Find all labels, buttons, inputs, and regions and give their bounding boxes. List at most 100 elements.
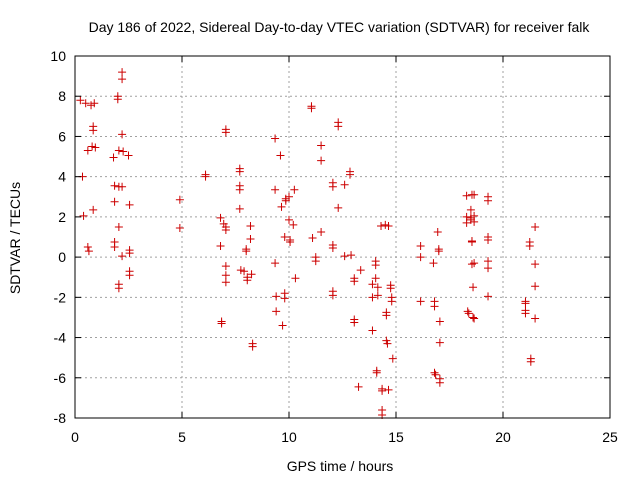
data-point — [235, 167, 244, 176]
data-point — [484, 292, 493, 301]
grid-lines — [75, 56, 610, 418]
data-point — [467, 238, 476, 247]
y-tick-label: -2 — [54, 289, 67, 305]
plot-frame — [74, 55, 611, 419]
data-point — [467, 260, 476, 269]
data-point — [435, 338, 444, 347]
data-point — [110, 181, 119, 190]
chart-title: Day 186 of 2022, Sidereal Day-to-day VTE… — [89, 19, 591, 35]
data-point — [76, 96, 85, 105]
data-point — [280, 233, 289, 241]
data-point — [109, 153, 118, 162]
data-point — [289, 220, 298, 229]
data-point — [377, 221, 386, 230]
data-point — [276, 151, 285, 160]
data-point — [221, 262, 230, 271]
data-point — [175, 223, 184, 232]
data-point — [119, 147, 128, 156]
data-point — [285, 215, 293, 224]
y-axis-label: SDTVAR / TECUs — [7, 182, 23, 294]
data-point — [118, 252, 127, 261]
data-point — [340, 180, 349, 189]
y-axis-ticks: -8 -6 -4 -2 0 2 4 6 8 10 — [50, 48, 610, 426]
data-point — [125, 249, 134, 258]
data-point — [317, 227, 326, 236]
data-point — [387, 297, 396, 306]
data-point — [114, 222, 123, 231]
data-point — [235, 204, 244, 213]
data-point — [246, 235, 255, 244]
data-point — [484, 196, 493, 205]
data-point — [469, 283, 478, 292]
x-tick-label: 25 — [602, 429, 618, 445]
data-point — [470, 314, 479, 323]
data-point — [334, 122, 343, 131]
data-point — [317, 156, 326, 165]
data-point — [368, 326, 377, 335]
data-point — [118, 68, 127, 77]
data-point — [484, 264, 493, 273]
data-point — [470, 217, 479, 226]
data-point — [469, 313, 478, 322]
data-point — [88, 142, 97, 151]
data-point — [271, 259, 280, 268]
x-tick-label: 20 — [495, 429, 511, 445]
data-point — [285, 192, 293, 201]
data-point — [278, 321, 287, 330]
data-point — [484, 236, 493, 245]
y-tick-label: 4 — [58, 169, 66, 185]
data-point — [356, 266, 365, 275]
data-point — [125, 271, 134, 280]
data-point — [246, 221, 255, 230]
data-point — [271, 134, 280, 143]
data-point — [242, 247, 251, 256]
data-point — [286, 238, 295, 247]
data-point — [531, 282, 540, 291]
x-tick-label: 10 — [281, 429, 297, 445]
x-tick-label: 15 — [388, 429, 404, 445]
data-point — [311, 257, 320, 266]
data-point — [416, 297, 425, 306]
data-point — [247, 270, 256, 279]
data-point — [240, 267, 249, 276]
data-point — [271, 185, 280, 194]
data-point — [89, 126, 98, 135]
data-point — [462, 218, 471, 227]
y-tick-label: -8 — [54, 410, 67, 426]
data-point — [248, 342, 257, 351]
data-point — [328, 182, 337, 191]
data-point — [334, 203, 343, 212]
y-tick-label: -6 — [54, 370, 67, 386]
data-point — [221, 271, 230, 280]
data-point — [201, 172, 210, 181]
data-point — [308, 234, 317, 243]
y-tick-label: 0 — [58, 249, 66, 265]
plot-border — [74, 55, 611, 419]
data-point — [124, 151, 133, 160]
y-tick-label: 6 — [58, 128, 66, 144]
data-point — [373, 283, 382, 292]
data-point — [521, 299, 530, 308]
data-points — [76, 68, 540, 419]
data-point — [340, 252, 349, 261]
data-point — [114, 146, 123, 155]
data-point — [221, 225, 230, 234]
data-point — [113, 95, 122, 104]
data-point — [373, 291, 382, 300]
data-point — [429, 259, 438, 268]
data-point — [386, 284, 395, 293]
data-point — [221, 278, 230, 287]
data-point — [416, 242, 425, 251]
data-point — [433, 227, 442, 236]
data-point — [291, 274, 300, 283]
data-point — [384, 221, 393, 230]
data-point — [217, 319, 226, 328]
data-point — [371, 274, 380, 283]
data-point — [525, 242, 534, 251]
data-point — [81, 99, 90, 108]
data-point — [435, 317, 444, 326]
data-point — [307, 104, 316, 113]
data-point — [526, 357, 535, 366]
